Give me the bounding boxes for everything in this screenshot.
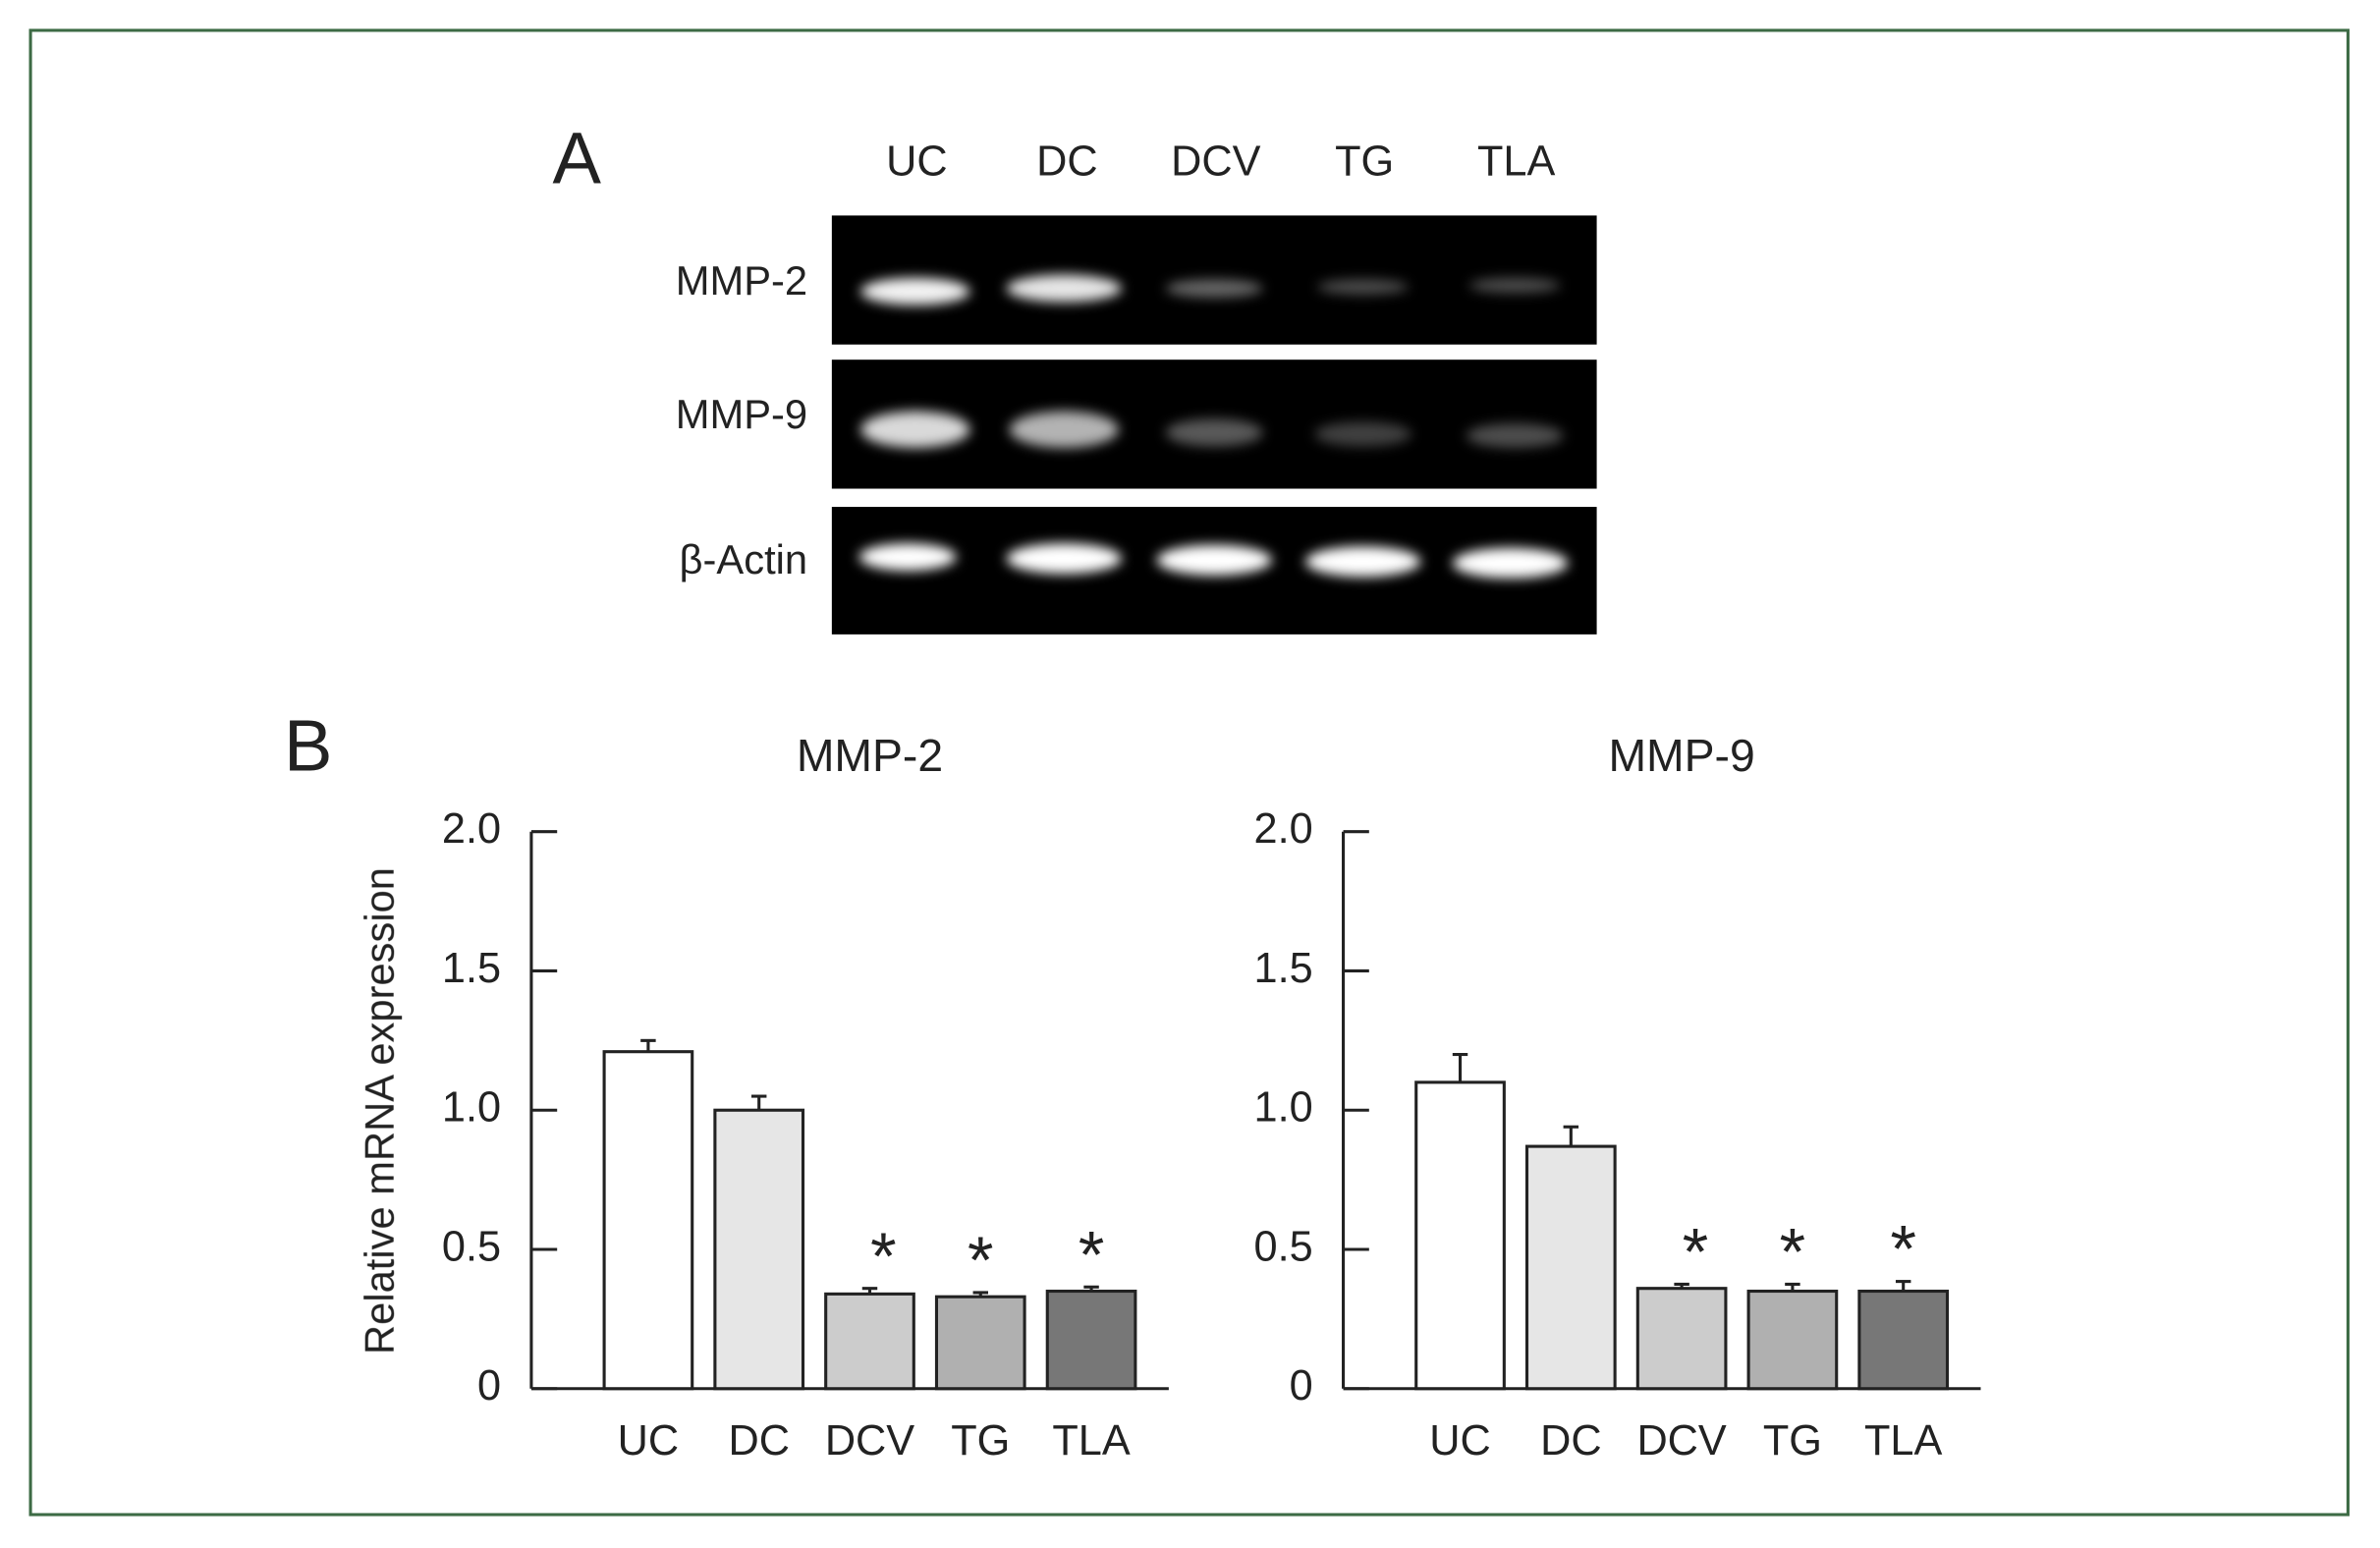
bar bbox=[1414, 1080, 1506, 1391]
y-tick-label: 0.5 bbox=[442, 1223, 501, 1270]
x-tick-label: TLA bbox=[1052, 1417, 1130, 1465]
bar bbox=[713, 1108, 805, 1391]
y-tick-label: 1.5 bbox=[442, 945, 501, 992]
x-tick-label: DCV bbox=[1636, 1417, 1726, 1465]
lane-label: DCV bbox=[1171, 138, 1260, 185]
bar bbox=[934, 1295, 1026, 1391]
panel-label: B bbox=[284, 704, 332, 786]
y-tick-label: 0 bbox=[477, 1362, 501, 1410]
x-tick-label: DC bbox=[1540, 1417, 1601, 1465]
gel-bands bbox=[858, 274, 1569, 579]
x-tick-label: TLA bbox=[1864, 1417, 1942, 1465]
y-tick-label: 0 bbox=[1290, 1362, 1313, 1410]
chart-title: MMP-2 bbox=[797, 730, 943, 781]
y-tick-label: 2.0 bbox=[442, 805, 501, 853]
bar bbox=[1635, 1287, 1728, 1391]
significance-mark: * bbox=[968, 1223, 993, 1298]
y-tick-label: 0.5 bbox=[1254, 1223, 1313, 1270]
significance-mark: * bbox=[1683, 1215, 1708, 1290]
bar bbox=[1746, 1289, 1839, 1391]
lane-label: TLA bbox=[1477, 138, 1555, 185]
panel-label: A bbox=[553, 117, 602, 198]
x-tick-label: TG bbox=[951, 1417, 1010, 1465]
significance-mark: * bbox=[870, 1219, 896, 1294]
row-label: MMP-2 bbox=[676, 257, 807, 304]
bar bbox=[602, 1050, 694, 1391]
x-tick-label: UC bbox=[1429, 1417, 1490, 1465]
lane-label: DC bbox=[1036, 138, 1097, 185]
y-tick-label: 1.5 bbox=[1254, 945, 1313, 992]
lane-label: TG bbox=[1335, 138, 1394, 185]
y-axis-label: Relative mRNA expression bbox=[357, 867, 403, 1354]
bar bbox=[1045, 1289, 1137, 1391]
x-tick-label: UC bbox=[618, 1417, 679, 1465]
y-tick-label: 1.0 bbox=[442, 1084, 501, 1132]
x-tick-label: DC bbox=[728, 1417, 789, 1465]
row-label: MMP-9 bbox=[676, 391, 807, 437]
x-tick-label: TG bbox=[1763, 1417, 1822, 1465]
y-tick-label: 1.0 bbox=[1254, 1084, 1313, 1132]
gel-panel bbox=[831, 215, 1597, 635]
significance-mark: * bbox=[1079, 1217, 1104, 1292]
lane-label: UC bbox=[886, 138, 947, 185]
significance-mark: * bbox=[1780, 1215, 1805, 1290]
y-tick-label: 2.0 bbox=[1254, 805, 1313, 853]
bar bbox=[1857, 1289, 1950, 1391]
frame bbox=[28, 28, 2350, 1517]
row-label: β-Actin bbox=[680, 536, 808, 582]
chart-title: MMP-9 bbox=[1608, 730, 1754, 781]
bar bbox=[824, 1292, 915, 1391]
x-tick-label: DCV bbox=[825, 1417, 914, 1465]
bar bbox=[1524, 1144, 1617, 1391]
significance-mark: * bbox=[1890, 1212, 1915, 1287]
